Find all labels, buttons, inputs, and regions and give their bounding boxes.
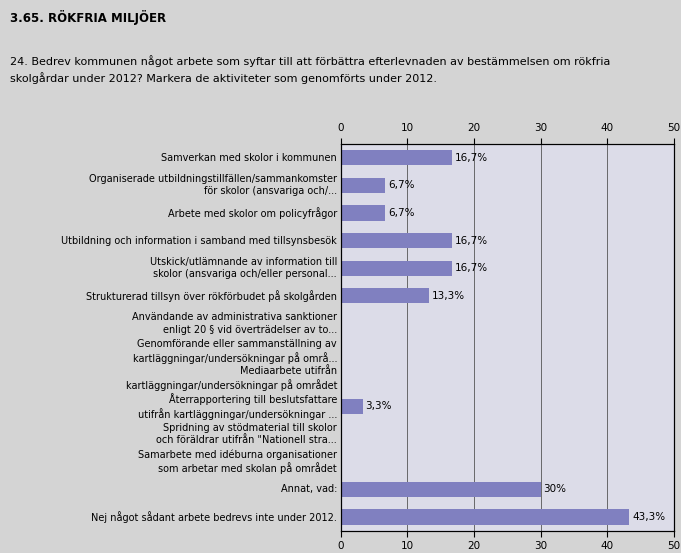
Text: 3,3%: 3,3% bbox=[365, 401, 392, 411]
Text: 16,7%: 16,7% bbox=[455, 153, 488, 163]
Bar bbox=[340, 150, 452, 165]
Text: Nej något sådant arbete bedrevs inte under 2012.: Nej något sådant arbete bedrevs inte und… bbox=[91, 511, 337, 523]
Text: Utbildning och information i samband med tillsynsbesök: Utbildning och information i samband med… bbox=[61, 236, 337, 246]
Text: 13,3%: 13,3% bbox=[432, 291, 465, 301]
Text: Organiserade utbildningstillfällen/sammankomster
för skolor (ansvariga och/...: Organiserade utbildningstillfällen/samma… bbox=[89, 174, 337, 196]
Bar bbox=[340, 399, 362, 414]
Text: Strukturerad tillsyn över rökförbudet på skolgården: Strukturerad tillsyn över rökförbudet på… bbox=[86, 290, 337, 302]
Text: Genomförande eller sammanställning av
kartläggningar/undersökningar på områ...: Genomförande eller sammanställning av ka… bbox=[133, 339, 337, 363]
Bar bbox=[340, 233, 452, 248]
Text: 30%: 30% bbox=[543, 484, 567, 494]
Text: Samverkan med skolor i kommunen: Samverkan med skolor i kommunen bbox=[161, 153, 337, 163]
Text: Återrapportering till beslutsfattare
utifrån kartläggningar/undersökningar ...: Återrapportering till beslutsfattare uti… bbox=[138, 393, 337, 420]
Bar bbox=[340, 509, 629, 525]
Text: Utskick/utlämnande av information till
skolor (ansvariga och/eller personal...: Utskick/utlämnande av information till s… bbox=[150, 257, 337, 279]
Text: Arbete med skolor om policyfrågor: Arbete med skolor om policyfrågor bbox=[168, 207, 337, 219]
Bar bbox=[340, 178, 385, 193]
Text: 6,7%: 6,7% bbox=[388, 180, 414, 190]
Text: Användande av administrativa sanktioner
enligt 20 § vid överträdelser av to...: Användande av administrativa sanktioner … bbox=[132, 312, 337, 335]
Text: Mediaarbete utifrån
kartläggningar/undersökningar på området: Mediaarbete utifrån kartläggningar/under… bbox=[125, 367, 337, 391]
Bar bbox=[340, 260, 452, 276]
Text: 16,7%: 16,7% bbox=[455, 236, 488, 246]
Text: 16,7%: 16,7% bbox=[455, 263, 488, 273]
Text: Samarbete med idéburna organisationer
som arbetar med skolan på området: Samarbete med idéburna organisationer so… bbox=[138, 449, 337, 474]
Text: Annat, vad:: Annat, vad: bbox=[281, 484, 337, 494]
Text: 3.65. RÖKFRIA MILJÖER: 3.65. RÖKFRIA MILJÖER bbox=[10, 10, 166, 25]
Text: Spridning av stödmaterial till skolor
och föräldrar utifrån "Nationell stra...: Spridning av stödmaterial till skolor oc… bbox=[157, 423, 337, 445]
Text: 43,3%: 43,3% bbox=[632, 512, 665, 522]
Text: 6,7%: 6,7% bbox=[388, 208, 414, 218]
Bar bbox=[340, 205, 385, 221]
Bar bbox=[340, 482, 541, 497]
Text: 24. Bedrev kommunen något arbete som syftar till att förbättra efterlevnaden av : 24. Bedrev kommunen något arbete som syf… bbox=[10, 55, 611, 84]
Bar bbox=[340, 288, 429, 304]
